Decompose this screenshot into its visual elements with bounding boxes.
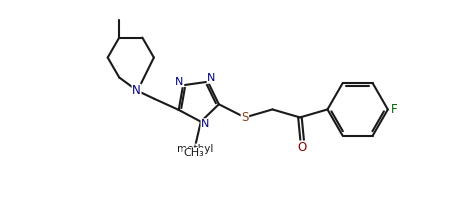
Text: F: F [391,103,398,116]
Text: CH₃: CH₃ [183,148,204,158]
Text: N: N [201,119,210,129]
Text: N: N [132,84,141,97]
Text: O: O [298,141,307,154]
Text: methyl: methyl [177,144,214,154]
Text: N: N [175,77,184,87]
Text: N: N [207,73,216,83]
Text: S: S [241,111,249,124]
